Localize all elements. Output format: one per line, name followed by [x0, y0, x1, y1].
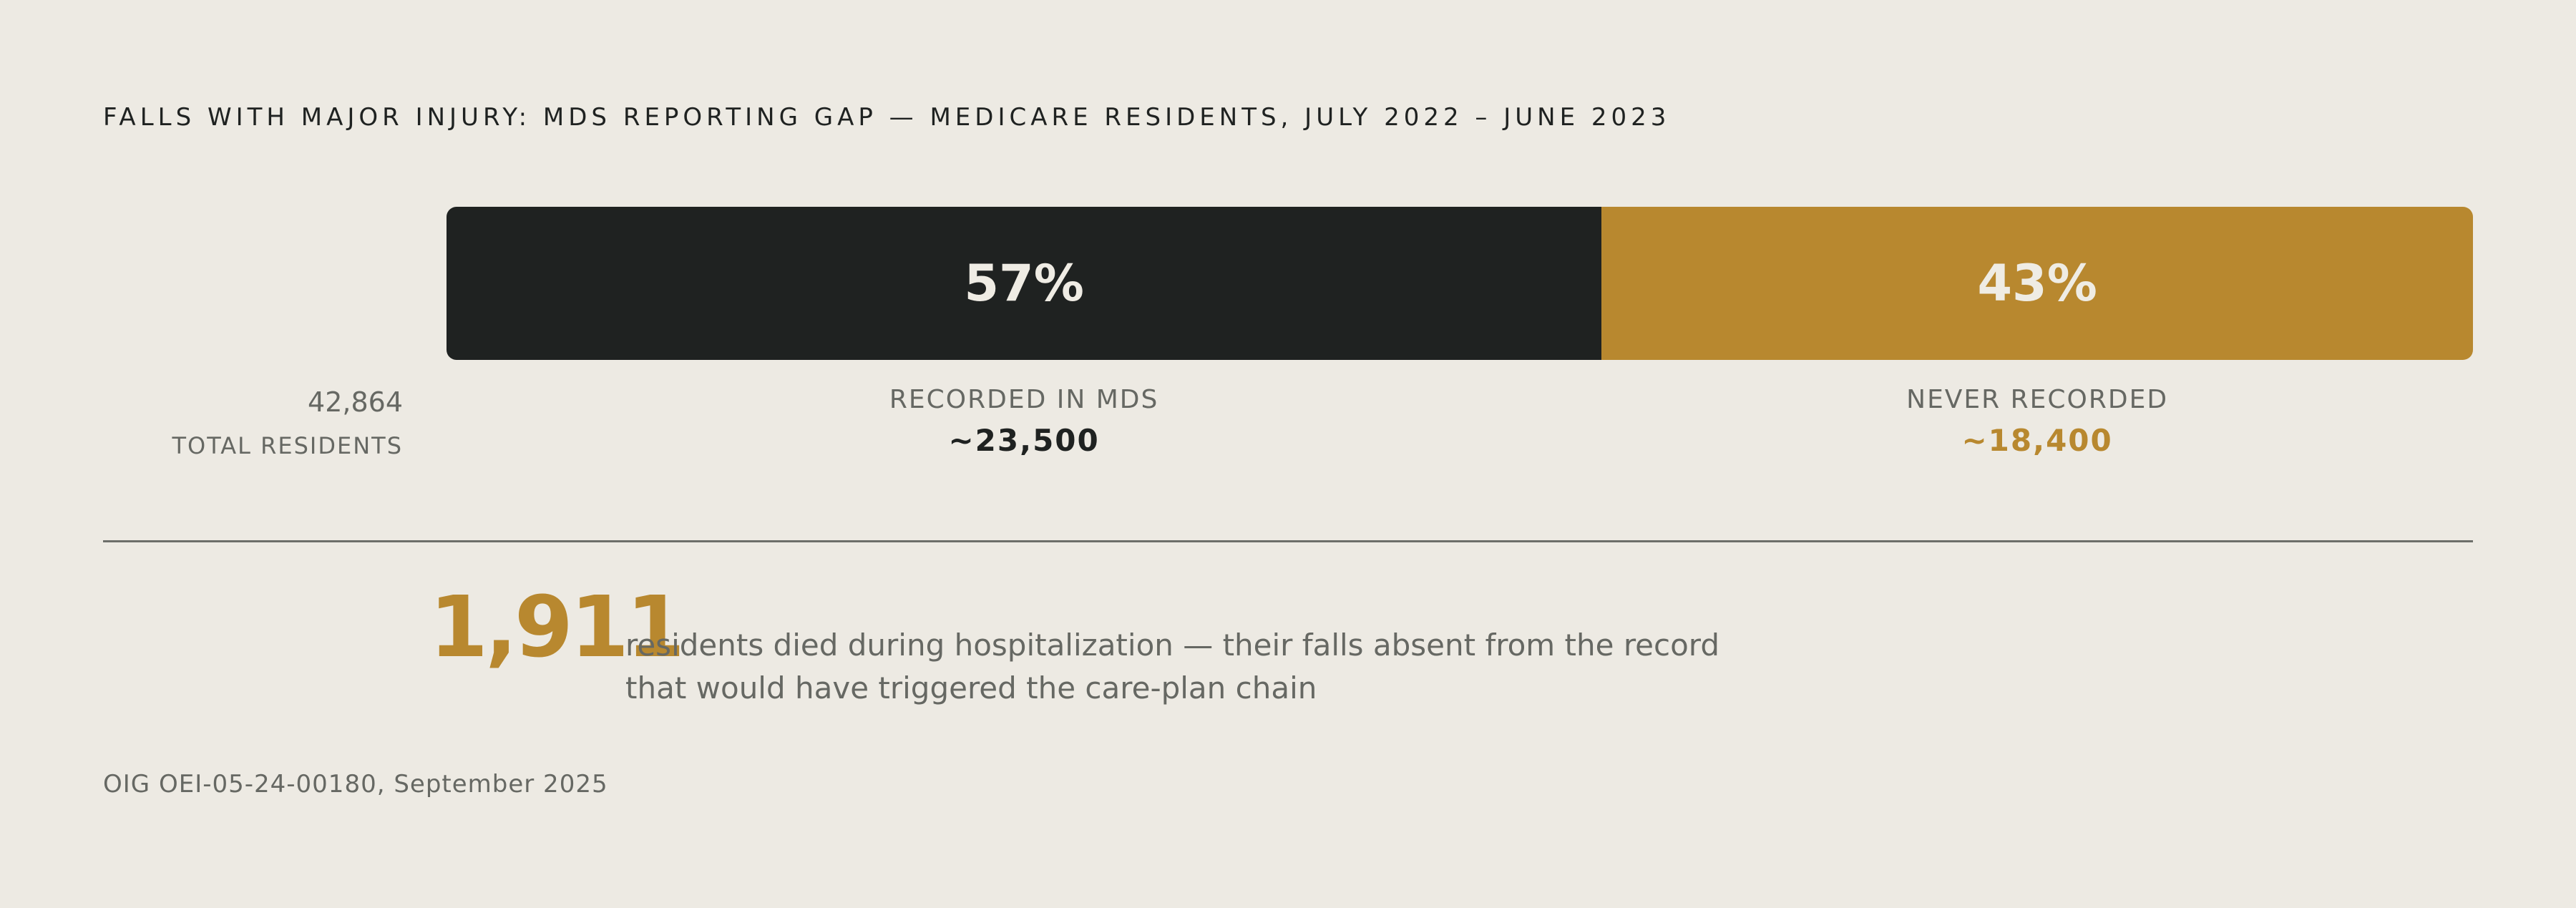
count-label-recorded: ~23,500 [948, 423, 1100, 458]
total-residents-value: 42,864 [308, 386, 403, 418]
callout-line-2: that would have triggered the care-plan … [625, 670, 1317, 706]
segment-caption-never-recorded: NEVER RECORDED ~18,400 [1906, 384, 2168, 461]
callout-number: 1,911 [429, 577, 685, 676]
chart-title: FALLS WITH MAJOR INJURY: MDS REPORTING G… [103, 103, 1671, 132]
callout-line-1: residents died during hospitalization — … [625, 628, 1719, 663]
callout-description: residents died during hospitalization — … [625, 624, 1719, 710]
percent-label-never-recorded: 43% [1977, 254, 2097, 313]
percent-label-recorded: 57% [964, 254, 1084, 313]
bar-segment-never-recorded: 43% [1601, 207, 2473, 360]
bar-segment-recorded: 57% [447, 207, 1602, 360]
segment-caption-recorded: RECORDED IN MDS ~23,500 [889, 384, 1159, 461]
stacked-bar: 57% 43% [447, 207, 2473, 360]
category-label-recorded: RECORDED IN MDS [889, 385, 1159, 414]
total-residents-label: TOTAL RESIDENTS [172, 432, 403, 459]
count-label-never-recorded: ~18,400 [1961, 423, 2113, 458]
category-label-never-recorded: NEVER RECORDED [1906, 385, 2169, 414]
divider [103, 540, 2473, 542]
source-note: OIG OEI-05-24-00180, September 2025 [103, 770, 608, 799]
